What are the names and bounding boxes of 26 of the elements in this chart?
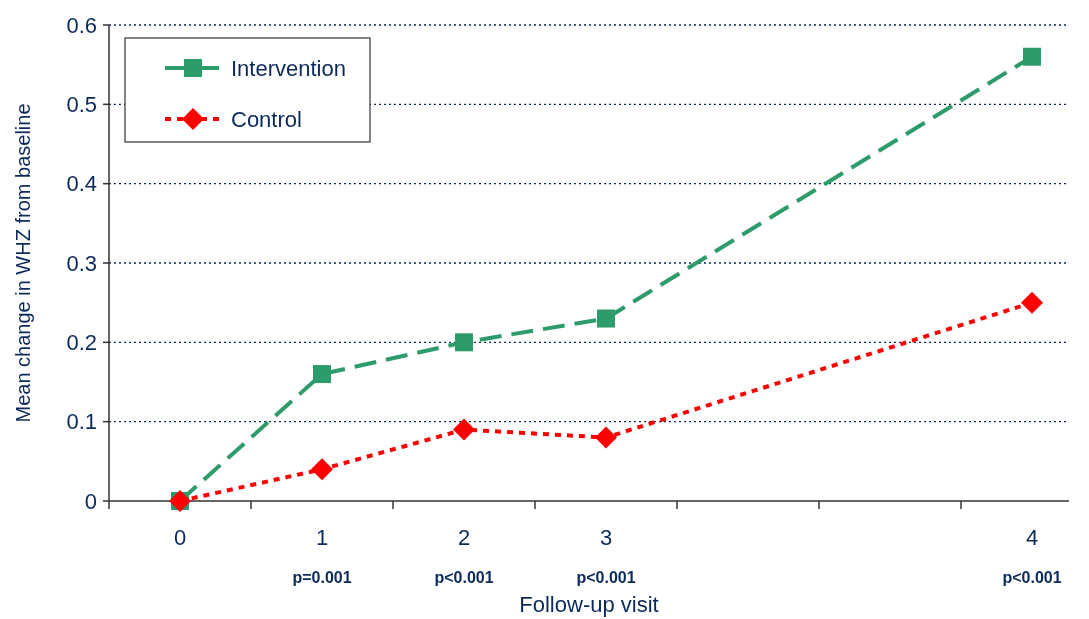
y-tick-label: 0.4 — [66, 171, 97, 197]
y-tick-label: 0.2 — [66, 330, 97, 356]
text: p<0.001 — [434, 569, 494, 586]
y-tick-label: 0 — [84, 488, 97, 514]
x-axis-title: Follow-up visit — [519, 592, 659, 617]
x-tick-label: 0 — [173, 525, 187, 550]
text: p<0.001 — [1002, 569, 1062, 586]
point — [453, 418, 475, 441]
point — [595, 426, 617, 449]
y-axis-title: Mean change in WHZ from baseline — [12, 103, 34, 423]
y-tick-label: 0.6 — [66, 12, 97, 38]
point — [313, 365, 331, 384]
x-tick-label: 3 — [599, 525, 613, 550]
point — [311, 458, 333, 481]
text: p<0.001 — [576, 569, 636, 586]
x-tick-label: 4 — [1025, 525, 1039, 550]
legend-label: Intervention — [231, 55, 346, 81]
x-tick-label: 2 — [457, 525, 471, 550]
y-tick-label: 0.1 — [66, 409, 97, 435]
x-tick-label: 1 — [315, 525, 329, 550]
text: p=0.001 — [292, 569, 352, 586]
legend-label: Control — [231, 106, 302, 132]
y-tick-label: 0.5 — [66, 92, 97, 118]
point — [597, 309, 615, 328]
point — [455, 333, 473, 352]
y-tick-label: 0.3 — [66, 250, 97, 276]
